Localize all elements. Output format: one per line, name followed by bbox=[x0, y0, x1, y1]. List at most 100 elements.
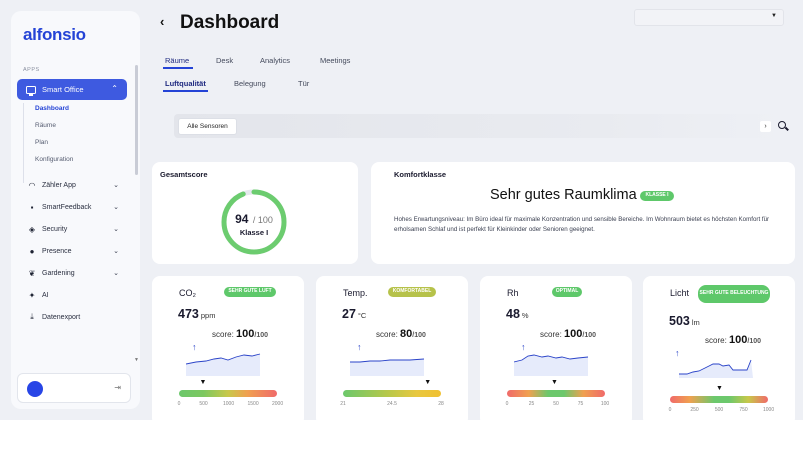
chevron-down-icon: ⌄ bbox=[113, 248, 119, 255]
metric-score-value: 100 bbox=[729, 334, 748, 346]
komfort-card bbox=[371, 162, 795, 264]
chevron-down-icon: ⌄ bbox=[113, 182, 119, 189]
sensor-chip-all[interactable]: Alle Sensoren bbox=[178, 118, 237, 135]
metric-status-badge: KOMFORTABEL bbox=[388, 287, 436, 297]
sidebar-item-label: Presence bbox=[42, 247, 72, 255]
gesamtscore-title: Gesamtscore bbox=[160, 170, 208, 179]
subnav-item-dashboard[interactable]: Dashboard bbox=[35, 105, 69, 112]
metric-value: 48% bbox=[506, 307, 529, 321]
tab-analytics[interactable]: Analytics bbox=[260, 56, 291, 65]
metric-score-den: /100 bbox=[747, 338, 761, 345]
sidebar-item-label: Gardening bbox=[42, 269, 75, 277]
metric-gauge bbox=[507, 390, 605, 397]
metric-unit: °C bbox=[357, 311, 367, 320]
subnav-item-konfiguration[interactable]: Konfiguration bbox=[35, 156, 74, 163]
avatar[interactable] bbox=[27, 381, 43, 397]
gauge-marker-icon: ▼ bbox=[716, 385, 723, 392]
gesamtscore-card bbox=[152, 162, 358, 264]
subtab-luftqualitaet[interactable]: Luftqualität bbox=[165, 79, 206, 88]
subtab-underline bbox=[163, 90, 208, 92]
people-icon: ● bbox=[29, 246, 35, 256]
caret-down-icon: ▼ bbox=[771, 13, 777, 19]
chevron-up-icon: ⌃ bbox=[111, 84, 118, 93]
sidebar-item-zaehler-app[interactable]: ◠ Zähler App ⌄ bbox=[27, 178, 120, 192]
search-icon[interactable] bbox=[778, 121, 786, 129]
user-profile[interactable]: ⇥ bbox=[17, 373, 131, 403]
subnav-item-plan[interactable]: Plan bbox=[35, 139, 49, 146]
gauge-tick-label: 21 bbox=[340, 401, 346, 407]
metric-value-number: 48 bbox=[506, 307, 520, 321]
gauge-tick-label: 250 bbox=[690, 407, 699, 413]
gauge-tick-label: 2000 bbox=[272, 401, 284, 407]
metric-label: Temp. bbox=[343, 288, 368, 298]
gauge-tick-label: 0 bbox=[177, 401, 181, 407]
subtab-belegung[interactable]: Belegung bbox=[234, 79, 266, 88]
gauge-marker-icon: ▼ bbox=[199, 379, 207, 386]
metric-status-badge: SEHR GUTE BELEUCHTUNG bbox=[698, 285, 770, 303]
page-bottom bbox=[0, 420, 803, 452]
chevron-right-icon[interactable]: › bbox=[760, 121, 771, 132]
metric-value-number: 503 bbox=[669, 314, 690, 328]
gauge-tick-label: 50 bbox=[553, 401, 559, 407]
metric-status-badge: SEHR GUTE LUFT bbox=[224, 287, 276, 297]
sidebar-item-presence[interactable]: ● Presence ⌄ bbox=[27, 244, 119, 258]
sidebar-item-label: SmartFeedback bbox=[42, 203, 92, 211]
sidebar-item-security[interactable]: ◈ Security ⌄ bbox=[27, 222, 119, 236]
metric-card bbox=[316, 276, 468, 426]
metric-label: Licht bbox=[670, 288, 690, 298]
metric-gauge bbox=[343, 390, 441, 397]
metric-score-value: 80 bbox=[400, 328, 413, 340]
metric-value-number: 27 bbox=[342, 307, 356, 321]
metric-score: score: 80/100 bbox=[376, 328, 426, 340]
sidebar-item-smart-office[interactable]: Smart Office ⌃ bbox=[17, 79, 127, 100]
tab-raeume[interactable]: Räume bbox=[165, 56, 190, 65]
location-select[interactable]: ▼ bbox=[634, 9, 784, 26]
gauge-tick-label: 24.5 bbox=[387, 401, 397, 407]
metric-label: CO₂ bbox=[179, 288, 196, 298]
metric-unit: % bbox=[521, 311, 529, 320]
metric-value: 473 ppm bbox=[178, 307, 215, 321]
metric-card bbox=[152, 276, 304, 426]
tab-underline bbox=[163, 67, 193, 69]
metric-value: 503 lm bbox=[669, 314, 700, 328]
sidebar-item-label: Smart Office bbox=[42, 85, 84, 94]
sensor-filter-bar bbox=[174, 114, 784, 138]
sidebar-item-label: AI bbox=[42, 291, 49, 299]
sidebar-item-ai[interactable]: ✦ AI bbox=[27, 288, 119, 302]
gesamtscore-value: 94 bbox=[235, 212, 249, 226]
sidebar-item-datenexport[interactable]: ⤓ Datenexport bbox=[27, 310, 119, 324]
sparkline-area bbox=[186, 354, 260, 376]
sidebar-item-smartfeedback[interactable]: ▪ SmartFeedback ⌄ bbox=[27, 200, 119, 214]
app-shell: alfonsio APPS Smart Office ⌃ Dashboard R… bbox=[0, 0, 803, 420]
gauge-tick-label: 1000 bbox=[763, 407, 775, 413]
metric-label: Rh bbox=[507, 288, 519, 298]
subnav-line bbox=[23, 103, 24, 183]
gauge-tick-label: 1000 bbox=[223, 401, 235, 407]
logout-icon[interactable]: ⇥ bbox=[114, 383, 121, 392]
komfort-description: Hohes Erwartungsniveau: Im Büro ideal fü… bbox=[394, 216, 770, 233]
sidebar-scrollbar[interactable] bbox=[135, 65, 138, 175]
scroll-down-icon[interactable]: ▼ bbox=[134, 357, 139, 363]
sparkle-icon: ✦ bbox=[28, 290, 36, 300]
score-readout: 94 / 100 bbox=[220, 210, 288, 228]
tab-meetings[interactable]: Meetings bbox=[320, 56, 351, 65]
trend-up-icon: ↑ bbox=[521, 342, 526, 352]
subtab-tuer[interactable]: Tür bbox=[298, 79, 310, 88]
komfort-headline: Sehr gutes Raumklima bbox=[490, 187, 637, 203]
metric-card bbox=[480, 276, 632, 426]
metric-score: score: 100/100 bbox=[705, 334, 761, 346]
sidebar-item-gardening[interactable]: ❦ Gardening ⌄ bbox=[27, 266, 119, 280]
gauge-tick-label: 1500 bbox=[247, 401, 259, 407]
gesamtscore-klasse: Klasse I bbox=[239, 228, 269, 237]
tab-desk[interactable]: Desk bbox=[216, 56, 234, 65]
gauge-tick-label: 500 bbox=[714, 407, 724, 413]
komfort-badge: KLASSE I bbox=[640, 191, 674, 201]
back-icon[interactable]: ‹ bbox=[160, 14, 165, 29]
shield-icon: ◈ bbox=[28, 224, 36, 234]
leaf-icon: ❦ bbox=[28, 268, 36, 278]
sparkline-area bbox=[350, 359, 424, 376]
metric-score: score: 100/100 bbox=[540, 328, 596, 340]
subnav-item-raeume[interactable]: Räume bbox=[35, 122, 56, 129]
wifi-icon: ◠ bbox=[28, 180, 36, 190]
metric-score-den: /100 bbox=[582, 332, 596, 339]
